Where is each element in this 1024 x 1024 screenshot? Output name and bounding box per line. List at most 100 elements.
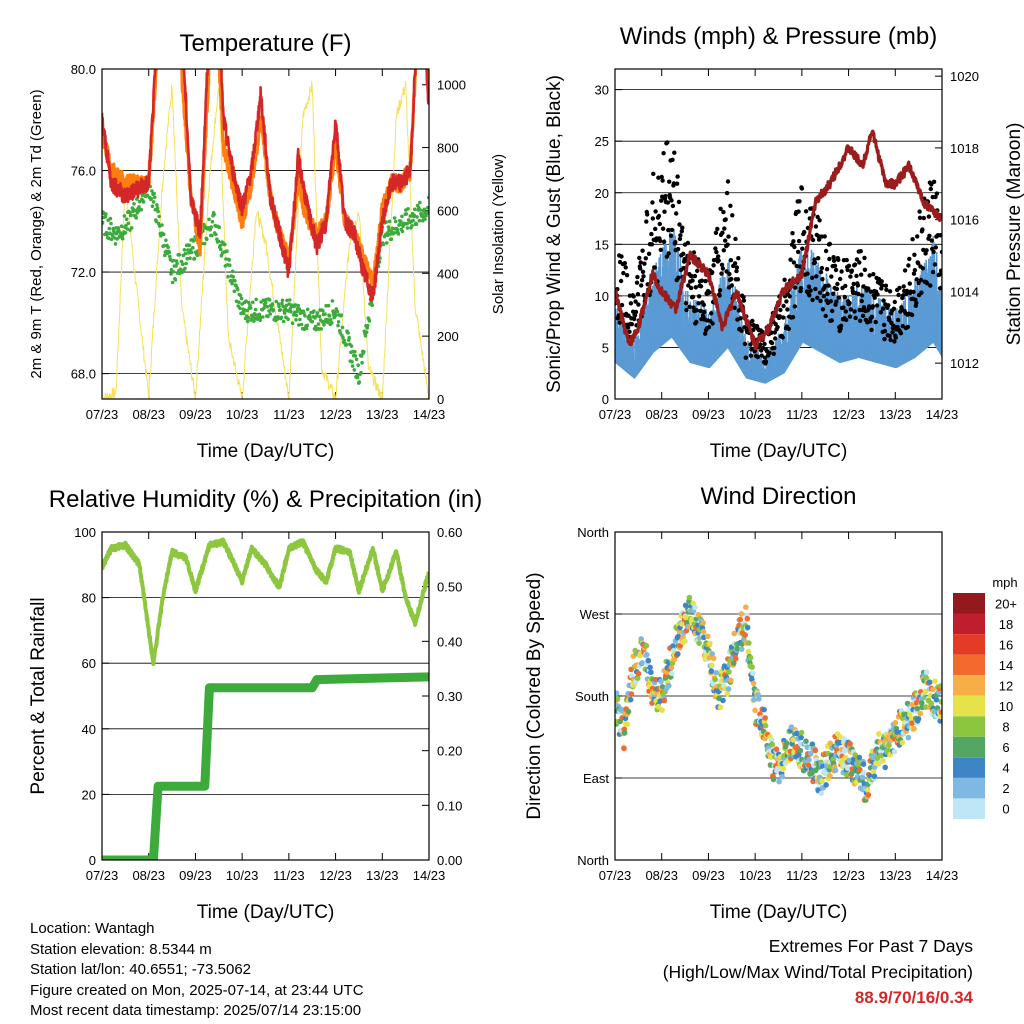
wind-gust-point (796, 238, 802, 244)
panel-2-x-tick-label: 10/23 (739, 407, 772, 422)
panel-4-x-tick-label: 14/23 (926, 868, 959, 883)
extremes-subtitle: (High/Low/Max Wind/Total Precipitation) (662, 962, 973, 982)
panel-3-y-tick-label: 100 (74, 525, 96, 540)
wind-gust-point (736, 256, 741, 261)
wind-direction-point (708, 668, 715, 674)
panel-2-y-tick-label: 20 (595, 186, 609, 201)
wind-direction-point (689, 616, 695, 622)
wind-gust-point (660, 226, 666, 231)
dewpoint-point (299, 322, 304, 327)
dewpoint-point (280, 301, 284, 306)
panel-3-x-tick-label: 09/23 (179, 868, 212, 883)
dewpoint-point (152, 191, 156, 196)
panel-4-x-tick-label: 10/23 (739, 868, 772, 883)
dewpoint-point (398, 222, 403, 226)
station-pressure-line (615, 129, 942, 351)
wind-gust-point (668, 233, 674, 238)
wind-gust-point (858, 318, 863, 323)
wind-gust-point (833, 267, 839, 273)
dewpoint-point (156, 209, 160, 214)
wind-gust-point (854, 273, 859, 279)
speed-legend-title: mph (992, 575, 1017, 590)
wind-gust-point (896, 292, 901, 298)
wind-speed-mark (698, 309, 700, 366)
wind-direction-point (857, 766, 863, 773)
wind-gust-point (784, 299, 789, 304)
dewpoint-point (242, 311, 246, 316)
wind-gust-point (694, 319, 699, 325)
wind-gust-point (873, 319, 878, 325)
wind-direction-point (922, 688, 929, 695)
dewpoint-point (225, 249, 229, 253)
station-info: Location: Wantagh Station elevation: 8.5… (30, 919, 364, 1022)
wind-gust-point (841, 305, 846, 310)
wind-direction-point (783, 740, 790, 746)
wind-gust-point (719, 262, 725, 267)
dewpoint-point (284, 303, 289, 308)
wind-direction-point (628, 666, 634, 673)
wind-gust-point (679, 229, 684, 234)
wind-gust-point (703, 278, 708, 284)
dewpoint-point (277, 304, 281, 309)
wind-gust-point (790, 231, 795, 236)
wind-gust-point (928, 283, 933, 288)
dewpoint-point (124, 217, 129, 221)
dewpoint-point (357, 380, 362, 384)
dewpoint-point (186, 248, 190, 252)
dewpoint-point (171, 270, 175, 274)
wind-direction-point (655, 703, 662, 710)
wind-gust-point (618, 278, 624, 284)
wind-gust-point (842, 294, 847, 300)
wind-direction-point (805, 762, 812, 768)
wind-gust-point (699, 278, 705, 283)
wind-direction-point (823, 770, 829, 777)
dewpoint-point (265, 304, 270, 309)
dewpoint-point (168, 254, 172, 259)
wind-gust-point (831, 291, 836, 296)
wind-gust-point (726, 234, 731, 239)
dewpoint-point (155, 206, 160, 210)
dewpoint-point (180, 262, 185, 267)
wind-direction-point (827, 740, 834, 747)
wind-direction-point (709, 651, 715, 657)
wind-gust-point (658, 247, 663, 253)
dewpoint-point (405, 226, 410, 230)
wind-gust-point (742, 325, 747, 330)
wind-direction-point (742, 632, 748, 638)
wind-direction-point (876, 731, 882, 737)
wind-gust-point (931, 249, 936, 255)
wind-gust-point (829, 318, 834, 323)
wind-gust-point (822, 234, 827, 239)
wind-speed-mark (872, 307, 875, 362)
wind-direction-point (692, 604, 698, 611)
panel-4-xlabel: Time (Day/UTC) (710, 902, 848, 923)
wind-gust-point (914, 300, 919, 306)
panel-4-y-tick-label: East (583, 771, 609, 786)
wind-gust-point (859, 293, 865, 298)
wind-gust-point (755, 354, 761, 360)
wind-gust-point (633, 309, 639, 315)
wind-direction-point (938, 709, 942, 716)
wind-gust-point (819, 234, 824, 239)
wind-gust-point (931, 179, 937, 184)
wind-gust-point (807, 293, 812, 298)
dewpoint-point (263, 300, 268, 305)
dewpoint-point (334, 313, 338, 318)
wind-gust-point (862, 267, 868, 272)
panel-1-ylabel: 2m & 9m T (Red, Orange) & 2m Td (Green) (28, 89, 45, 378)
wind-gust-point (698, 284, 704, 289)
wind-gust-point (671, 181, 677, 186)
wind-gust-point (927, 233, 932, 238)
info-elevation: Station elevation: 8.5344 m (30, 940, 212, 958)
dewpoint-point (107, 226, 112, 231)
wind-gust-point (933, 245, 939, 250)
dewpoint-point (150, 204, 155, 208)
dewpoint-point (238, 306, 242, 311)
panel-3-x-tick-label: 10/23 (226, 868, 259, 883)
wind-direction-point (832, 767, 839, 774)
panel-1-y2-tick-label: 400 (437, 266, 459, 281)
dewpoint-point (106, 236, 111, 241)
wind-gust-point (937, 286, 942, 291)
wind-direction-point (819, 778, 825, 784)
wind-gust-point (625, 325, 631, 330)
